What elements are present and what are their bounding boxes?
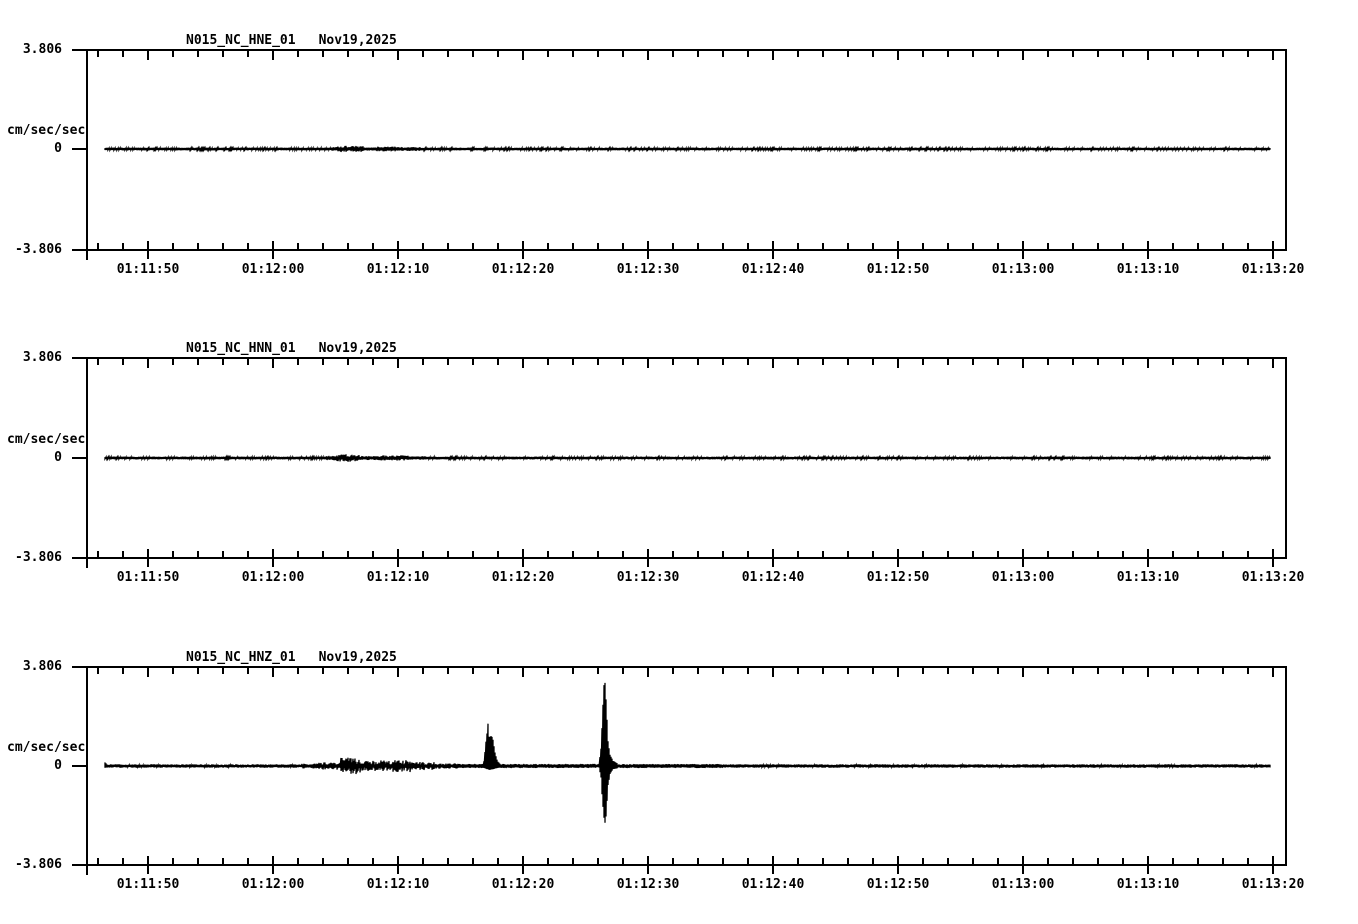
seismogram-viewer: N015_NC_HNE_01 Nov19,2025 3.806 cm/sec/se… [7,33,1305,892]
plots-canvas [72,49,1287,875]
